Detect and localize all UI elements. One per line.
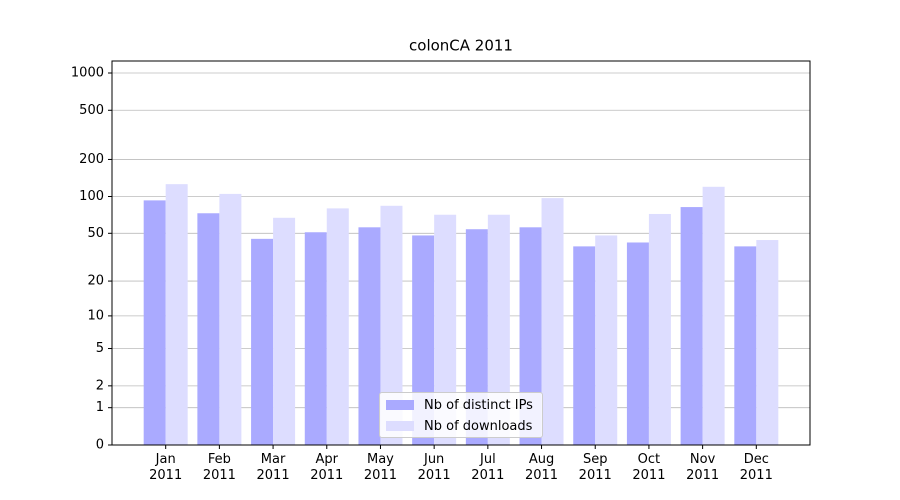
- bar: [143, 200, 166, 445]
- bar: [519, 227, 542, 445]
- legend-swatch: [386, 400, 414, 410]
- legend-entry: Nb of downloads: [386, 417, 532, 435]
- x-tick-label: Dec 2011: [739, 452, 773, 483]
- bar: [648, 213, 671, 445]
- x-tick-label: Apr 2011: [310, 452, 344, 483]
- bar: [487, 214, 510, 445]
- y-tick-label: 0: [96, 438, 104, 453]
- bar: [465, 229, 488, 445]
- y-tick-label: 100: [79, 189, 104, 204]
- plot-frame: [111, 60, 811, 446]
- y-tick-label: 500: [79, 103, 104, 118]
- bar: [434, 214, 457, 445]
- bar: [358, 227, 381, 445]
- bar: [702, 186, 725, 445]
- y-tick-label: 10: [87, 308, 104, 323]
- bar: [304, 232, 327, 445]
- y-tick-label: 1: [96, 400, 104, 415]
- x-tick-label: Jan 2011: [149, 452, 183, 483]
- bar: [541, 198, 564, 445]
- bar: [197, 213, 220, 445]
- bar: [251, 238, 274, 445]
- y-tick-label: 50: [87, 226, 104, 241]
- x-tick-label: Nov 2011: [686, 452, 720, 483]
- chart-title: colonCA 2011: [409, 37, 513, 55]
- legend-label: Nb of downloads: [424, 418, 533, 434]
- legend-label: Nb of distinct IPs: [424, 397, 533, 413]
- x-tick-label: Jun 2011: [417, 452, 451, 483]
- x-tick-label: Sep 2011: [578, 452, 612, 483]
- x-tick-label: Mar 2011: [256, 452, 290, 483]
- x-tick-label: Jul 2011: [471, 452, 505, 483]
- y-tick-label: 2: [96, 378, 104, 393]
- x-tick-label: May 2011: [363, 452, 397, 483]
- bar: [165, 184, 188, 445]
- x-tick-label: Oct 2011: [632, 452, 666, 483]
- bar: [380, 205, 403, 445]
- bar: [573, 246, 596, 445]
- x-tick-label: Feb 2011: [202, 452, 236, 483]
- bar: [219, 193, 242, 445]
- y-tick-label: 20: [87, 274, 104, 289]
- y-tick-label: 5: [96, 341, 104, 356]
- x-tick-label: Aug 2011: [524, 452, 559, 483]
- legend-swatch: [386, 421, 414, 431]
- bar: [273, 217, 296, 445]
- legend: Nb of distinct IPs Nb of downloads: [379, 392, 543, 438]
- bar: [626, 242, 649, 445]
- legend-entry: Nb of distinct IPs: [386, 396, 533, 414]
- y-tick-label: 1000: [71, 66, 104, 81]
- bar: [756, 240, 779, 445]
- bar: [734, 246, 757, 445]
- y-tick-label: 200: [79, 152, 104, 167]
- bar: [326, 208, 349, 445]
- bar: [595, 235, 618, 445]
- bar: [680, 207, 703, 445]
